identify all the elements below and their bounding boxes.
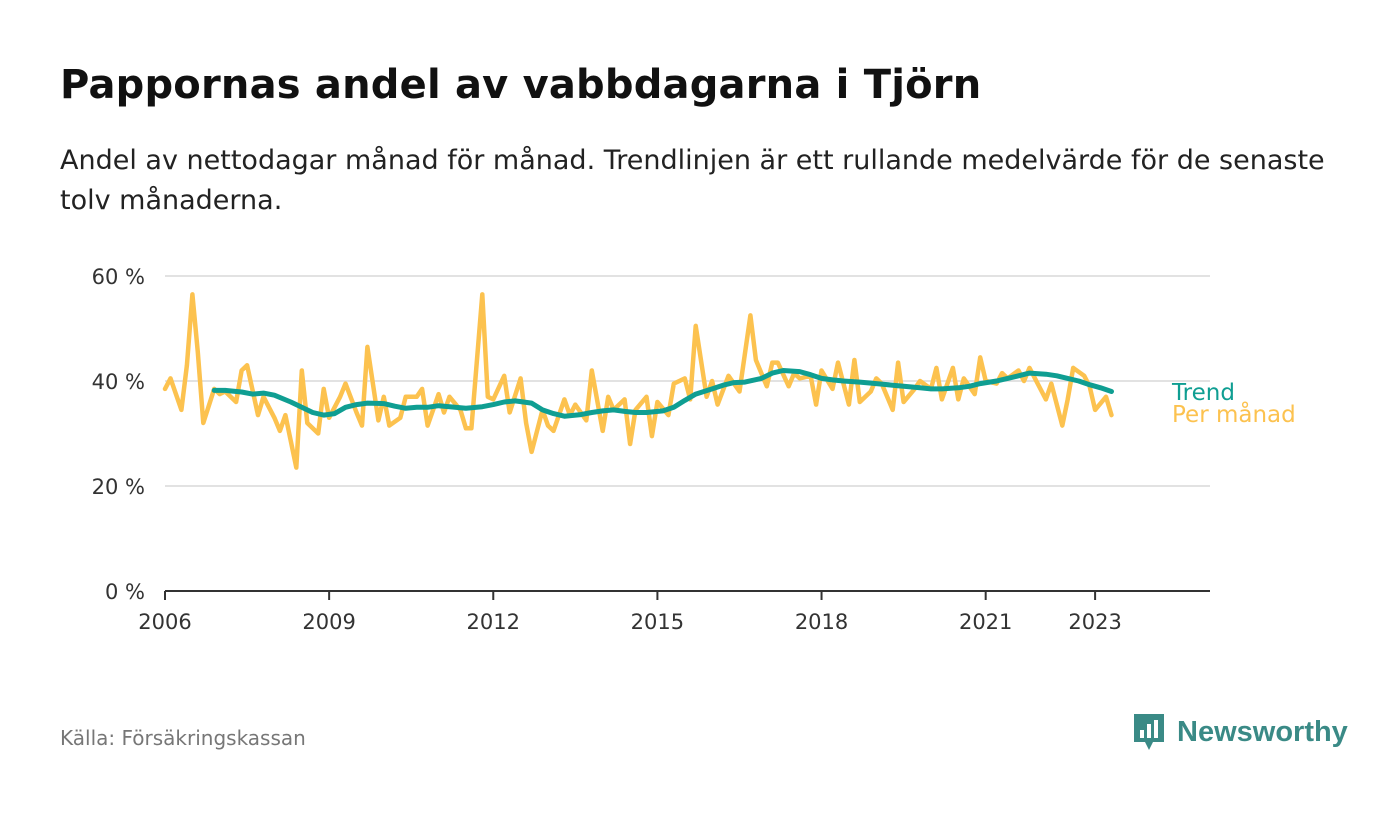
x-axis-ticks: 2006 2009 2012 2015 2018 2021 2023 [138,590,1210,634]
x-tick-label: 2023 [1068,610,1121,634]
y-tick-label: 60 % [92,265,145,289]
x-tick-label: 2018 [795,610,848,634]
y-tick-label: 40 % [92,370,145,394]
trend-line [211,368,1114,419]
x-tick-label: 2009 [302,610,355,634]
x-tick-label: 2021 [959,610,1012,634]
y-tick-label: 20 % [92,475,145,499]
x-tick-label: 2006 [138,610,191,634]
x-tick-label: 2015 [631,610,684,634]
legend-monthly-label: Per månad [1172,400,1296,428]
x-tick-label: 2012 [467,610,520,634]
legend-trend-label: Trend [1171,380,1235,406]
series-layer [162,292,1114,470]
newsworthy-logo-icon [1134,714,1164,750]
chart-title: Pappornas andel av vabbdagarna i Tjörn [60,62,982,108]
chart-subtitle: Andel av nettodagar månad för månad. Tre… [60,145,1325,216]
y-tick-label: 0 % [105,580,145,604]
brand-name: Newsworthy [1177,715,1348,748]
brand-logo[interactable]: Newsworthy [1132,712,1348,752]
source-note: Källa: Försäkringskassan [60,726,306,750]
y-axis-ticks: 0 % 20 % 40 % 60 % [92,265,145,604]
